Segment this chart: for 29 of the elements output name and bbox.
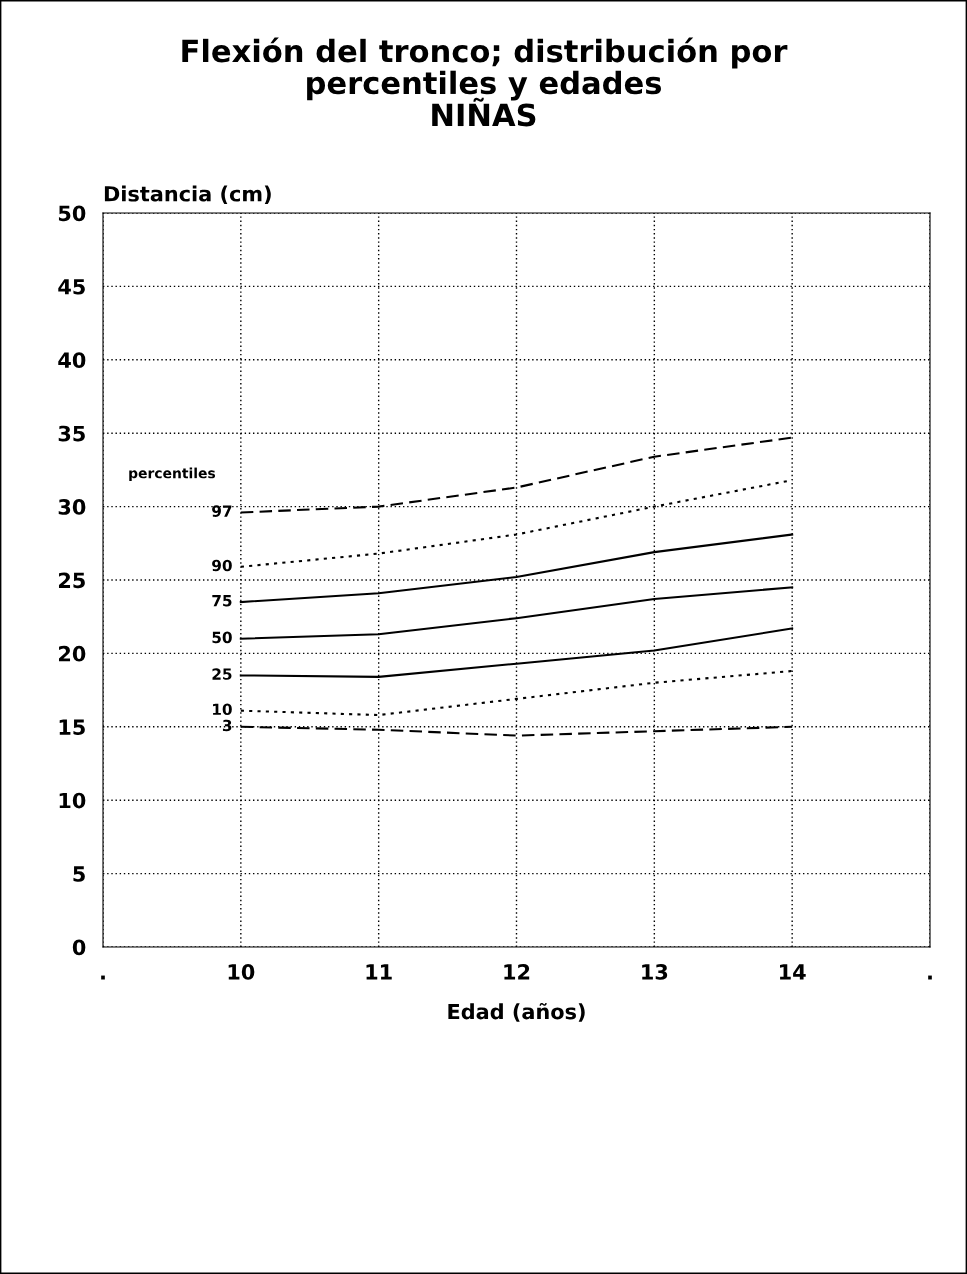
chart-title: Flexión del tronco; distribución por percentiles y edades NIÑAS: [182, 37, 788, 127]
y-tick-label: 45: [58, 279, 85, 295]
x-tick-label: 14: [780, 964, 806, 980]
y-tick-label: 20: [58, 645, 86, 662]
series-label: 3: [222, 719, 232, 732]
x-tick-label: 13: [642, 964, 668, 980]
x-axis-title: Edad (años): [448, 1002, 585, 1022]
series-label: 50: [212, 631, 232, 644]
y-tick-label: 15: [59, 719, 85, 736]
y-tick-label: 0: [72, 939, 86, 956]
y-axis-title: Distancia (cm): [104, 185, 271, 205]
y-tick-label: 40: [58, 352, 86, 369]
x-tick-label: 10: [228, 964, 255, 980]
series-label: 25: [212, 668, 232, 680]
legend-title: percentiles: [129, 467, 216, 482]
y-tick-label: 10: [59, 792, 86, 809]
x-tick-label: .: [928, 975, 932, 980]
x-tick-label: .: [101, 975, 105, 980]
series-label: 75: [212, 595, 232, 607]
y-tick-label: 25: [58, 572, 85, 589]
series-label: 90: [212, 559, 232, 572]
y-tick-label: 5: [73, 866, 85, 882]
series-label: 10: [213, 703, 232, 716]
x-tick-label: 12: [504, 964, 530, 980]
y-tick-label: 30: [58, 499, 86, 515]
y-tick-label: 35: [58, 425, 85, 442]
y-tick-label: 50: [58, 205, 86, 222]
x-tick-label: 11: [366, 964, 392, 980]
series-label: 97: [212, 505, 232, 517]
